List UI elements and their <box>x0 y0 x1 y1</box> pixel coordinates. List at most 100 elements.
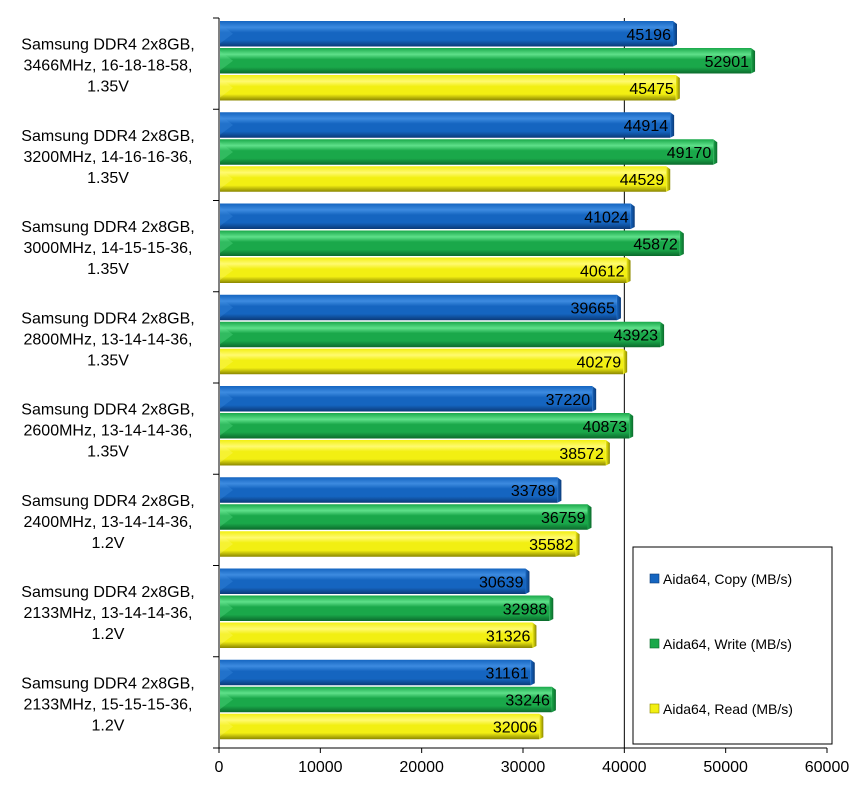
bar-bevel <box>220 206 233 226</box>
bar-body <box>220 568 526 594</box>
bar-bevel <box>220 443 233 463</box>
bar-write: 32988 <box>220 595 554 621</box>
bar-bevel <box>220 324 233 345</box>
bar-end <box>575 531 580 557</box>
bar-bevel <box>220 480 233 500</box>
bar-read: 32006 <box>220 713 544 740</box>
bar-body <box>220 440 606 466</box>
bar-bevel <box>220 389 233 409</box>
bar-copy: 41024 <box>220 203 635 229</box>
bar-body <box>220 230 680 256</box>
data-label: 49170 <box>667 145 712 162</box>
data-label: 36759 <box>541 510 586 527</box>
category-label-line: 1.35V <box>87 170 129 187</box>
legend-item-read: Aida64, Read (MB/s) <box>649 701 793 717</box>
data-label: 32988 <box>503 601 548 618</box>
data-label: 32006 <box>493 720 538 737</box>
bar-end <box>525 568 530 594</box>
legend-box <box>632 546 833 745</box>
category-label-line: 3200MHz, 14-16-16-36, <box>24 149 193 166</box>
data-label: 45475 <box>629 81 674 98</box>
bar-end <box>670 112 675 138</box>
bar-end <box>592 386 597 412</box>
bar-bevel <box>220 416 233 436</box>
bar-body <box>220 504 588 530</box>
bar-copy: 37220 <box>220 386 597 412</box>
bar-end <box>713 139 718 165</box>
bar-body <box>220 713 540 740</box>
bar-end <box>539 713 544 740</box>
category-label-line: 2600MHz, 13-14-14-36, <box>24 423 193 440</box>
category-label-line: Samsung DDR4 2x8GB, <box>21 37 194 54</box>
category-label-line: 2400MHz, 13-14-14-36, <box>24 514 193 531</box>
data-label: 38572 <box>559 446 604 463</box>
category-label-line: 2133MHz, 15-15-15-36, <box>24 696 193 713</box>
axes: 0 10000 20000 30000 40000 50000 60000 <box>213 17 849 776</box>
category-label: Samsung DDR4 2x8GB, 2800MHz, 13-14-14-36,… <box>21 310 194 369</box>
data-label: 44529 <box>620 172 665 189</box>
bar-end <box>616 294 621 321</box>
data-label: 45872 <box>633 236 678 253</box>
legend-swatch <box>649 703 660 714</box>
bar-body <box>220 112 671 138</box>
x-tick-label: 30000 <box>501 759 546 776</box>
data-label: 40873 <box>583 419 628 436</box>
bar-body <box>220 348 624 375</box>
legend-label: Aida64, Read (MB/s) <box>663 701 793 717</box>
bar-end <box>629 413 634 439</box>
x-tick-label: 40000 <box>602 759 647 776</box>
bar-bevel <box>220 297 233 318</box>
bar-bevel <box>220 24 233 44</box>
x-tick-label: 10000 <box>298 759 343 776</box>
bar-bevel <box>220 662 233 683</box>
bar-bevel <box>220 716 233 737</box>
category-label-line: 1.35V <box>87 79 129 96</box>
bar-bevel <box>220 534 233 554</box>
data-label: 33789 <box>511 483 556 500</box>
bar-write: 52901 <box>220 48 756 74</box>
bar-end <box>630 203 635 229</box>
bar-write: 49170 <box>220 139 718 165</box>
bar-bevel <box>220 260 233 280</box>
x-tick-label: 20000 <box>399 759 444 776</box>
bar-read: 44529 <box>220 166 671 192</box>
bar-write: 33246 <box>220 686 556 713</box>
bar-bevel <box>220 169 233 189</box>
category-label-line: 3466MHz, 16-18-18-58, <box>24 58 193 75</box>
bar-end <box>626 257 631 283</box>
bar-end <box>666 166 671 192</box>
bar-bevel <box>220 142 233 162</box>
bar-bevel <box>220 507 233 527</box>
bar-body <box>220 203 631 229</box>
bar-bevel <box>220 233 233 253</box>
data-label: 40279 <box>577 355 622 372</box>
data-label: 33246 <box>505 693 550 710</box>
legend-swatch <box>649 638 660 649</box>
legend-label: Aida64, Write (MB/s) <box>663 636 792 652</box>
bar-end <box>751 48 756 74</box>
bar-body <box>220 477 558 503</box>
bar-end <box>672 21 677 47</box>
category-labels: Samsung DDR4 2x8GB, 3466MHz, 16-18-18-58,… <box>21 37 194 735</box>
bar-body <box>220 686 552 713</box>
x-tick-label: 50000 <box>703 759 748 776</box>
category-label-line: 1.35V <box>87 444 129 461</box>
bar-write: 43923 <box>220 321 665 348</box>
bar-copy: 44914 <box>220 112 675 138</box>
bar-bevel <box>220 598 233 618</box>
data-label: 45196 <box>626 27 671 44</box>
x-tick-label: 0 <box>215 759 224 776</box>
category-label-line: Samsung DDR4 2x8GB, <box>21 128 194 145</box>
bar-end <box>675 75 680 101</box>
data-label: 31326 <box>486 628 531 645</box>
data-label: 43923 <box>614 328 659 345</box>
bar-end <box>530 659 535 686</box>
bar-write: 45872 <box>220 230 684 256</box>
bar-read: 35582 <box>220 531 580 557</box>
category-label: Samsung DDR4 2x8GB, 2600MHz, 13-14-14-36,… <box>21 402 194 461</box>
bar-read: 40279 <box>220 348 628 375</box>
bar-body <box>220 531 576 557</box>
bar-body <box>220 413 630 439</box>
